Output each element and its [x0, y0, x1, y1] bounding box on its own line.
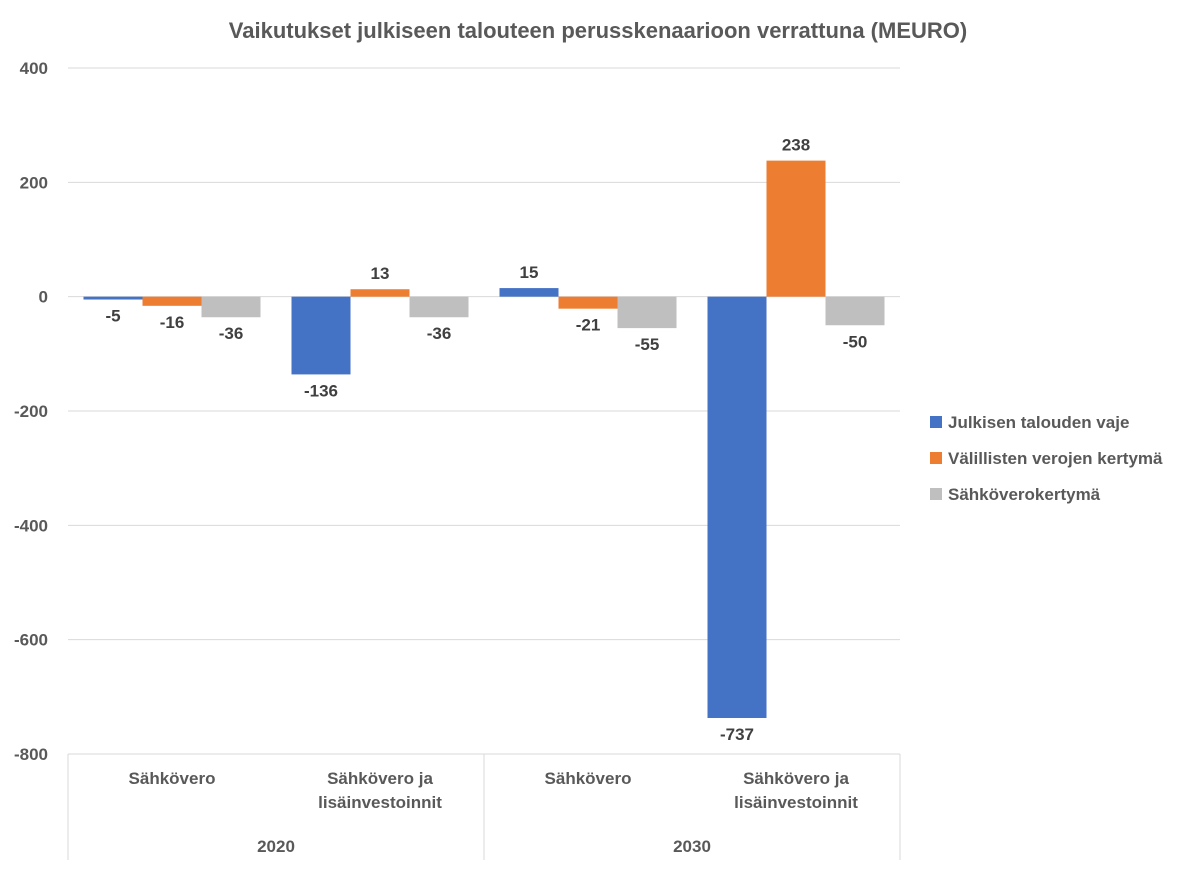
- data-label: -21: [576, 316, 601, 335]
- category-label: Sähkövero: [129, 769, 216, 788]
- bar: [409, 296, 469, 318]
- data-label: 15: [520, 263, 539, 282]
- chart-title: Vaikutukset julkiseen talouteen perusske…: [229, 18, 967, 43]
- bar: [291, 296, 351, 375]
- legend-swatch: [930, 488, 942, 500]
- category-label: lisäinvestoinnit: [318, 793, 442, 812]
- bar: [825, 296, 885, 326]
- data-label: -16: [160, 313, 185, 332]
- y-axis: 400 200 0 -200 -400 -600 -800: [14, 59, 48, 764]
- y-tick-label: 200: [20, 173, 48, 192]
- data-label: 238: [782, 136, 810, 155]
- y-tick-label: -800: [14, 745, 48, 764]
- bar: [558, 296, 618, 309]
- legend-label: Sähköverokertymä: [948, 485, 1101, 504]
- legend-swatch: [930, 416, 942, 428]
- data-label: -50: [843, 332, 868, 351]
- legend-label: Välillisten verojen kertymä: [948, 449, 1163, 468]
- data-labels: -5 -136 15 -737 -16 13 -21 238 -36 -36 -55 -50: [105, 136, 867, 744]
- bar: [766, 160, 826, 297]
- data-label: -136: [304, 381, 338, 400]
- bar: [499, 288, 559, 297]
- legend-swatch: [930, 452, 942, 464]
- data-label: -737: [720, 725, 754, 744]
- y-tick-label: 400: [20, 59, 48, 78]
- bars: [83, 160, 885, 718]
- bar: [142, 296, 202, 306]
- y-tick-label: -400: [14, 516, 48, 535]
- category-label: lisäinvestoinnit: [734, 793, 858, 812]
- bar: [201, 296, 261, 318]
- y-tick-label: -200: [14, 402, 48, 421]
- bar: [617, 296, 677, 329]
- category-label: Sähkövero ja: [743, 769, 849, 788]
- y-tick-label: -600: [14, 631, 48, 650]
- data-label: -5: [105, 307, 120, 326]
- legend: Julkisen talouden vaje Välillisten veroje…: [930, 413, 1163, 504]
- x-axis: 2020 Sähkövero Sähkövero ja lisäinvestoinni…: [67, 754, 901, 860]
- legend-label: Julkisen talouden vaje: [948, 413, 1129, 432]
- data-label: -36: [219, 324, 244, 343]
- data-label: -36: [427, 324, 452, 343]
- group-label: 2020: [257, 837, 295, 856]
- category-label: Sähkövero: [545, 769, 632, 788]
- bar: [83, 296, 143, 300]
- y-tick-label: 0: [39, 288, 48, 307]
- data-label: 13: [371, 264, 390, 283]
- bar: [350, 289, 410, 297]
- bar: [707, 296, 767, 718]
- category-label: Sähkövero ja: [327, 769, 433, 788]
- data-label: -55: [635, 335, 660, 354]
- group-label: 2030: [673, 837, 711, 856]
